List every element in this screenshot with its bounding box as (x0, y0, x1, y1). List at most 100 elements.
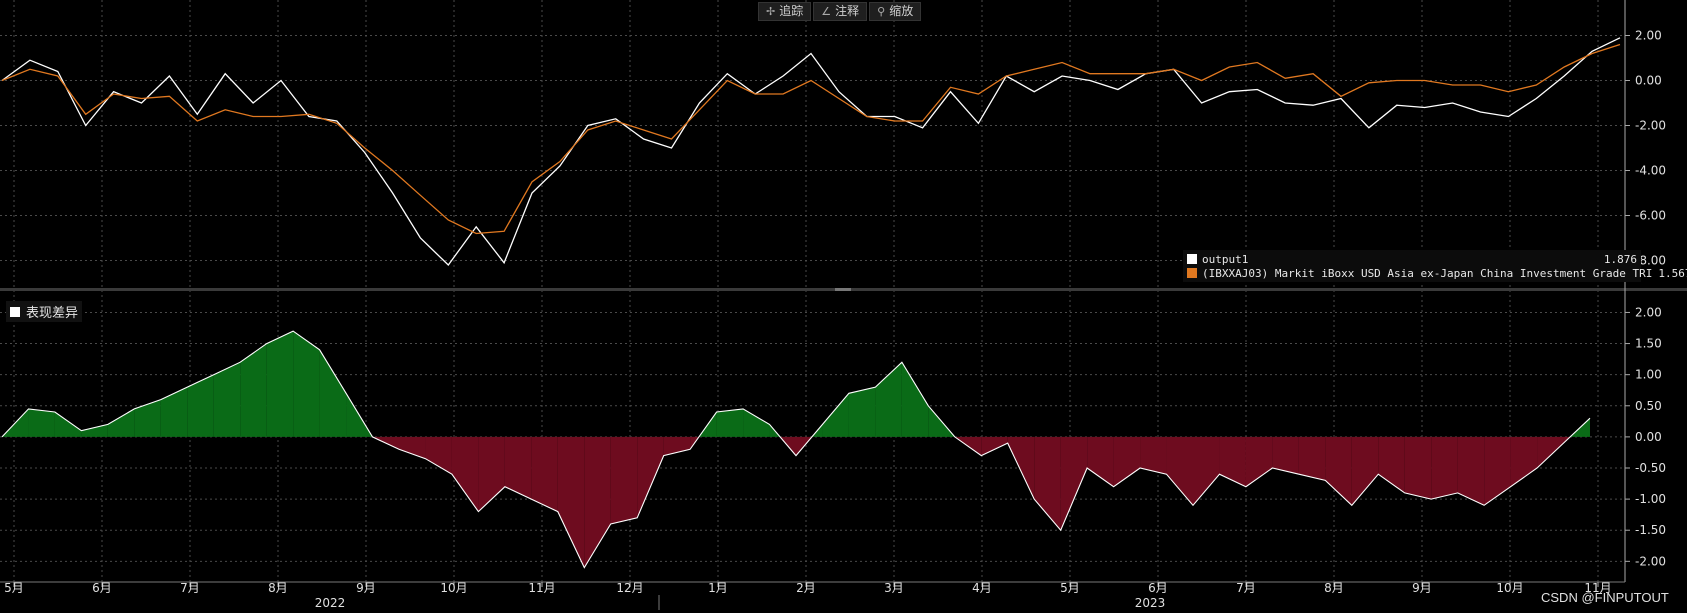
upper-y-tick-label: -4.00 (1635, 164, 1666, 178)
legend-name: (IBXXAJ03) Markit iBoxx USD Asia ex-Japa… (1202, 266, 1653, 280)
negative-area (1484, 436, 1511, 506)
lower-legend-label: 表现差异 (26, 306, 79, 321)
x-tick-label: 3月 (884, 581, 904, 595)
negative-area (1193, 436, 1220, 506)
positive-area (848, 387, 876, 437)
positive-area (187, 374, 214, 437)
positive-area (134, 399, 161, 437)
positive-area (28, 408, 55, 437)
pencil-icon: ∠ (821, 5, 832, 18)
negative-area (1431, 436, 1458, 500)
track-button[interactable]: ✢ 追踪 (758, 2, 812, 21)
negative-area (1034, 436, 1061, 531)
x-tick-label: 9月 (1412, 581, 1432, 595)
lower-y-tick-label: -1.00 (1635, 492, 1666, 506)
negative-area (1298, 436, 1326, 481)
year-label: 2022 (315, 596, 346, 610)
lower-y-tick-label: 0.00 (1635, 430, 1662, 444)
zoom-button[interactable]: ⚲ 缩放 (869, 2, 922, 21)
legend-item-output1[interactable]: output1 1.876 (1187, 252, 1637, 266)
upper-y-tick-label: 2.00 (1635, 29, 1662, 43)
lower-y-tick-label: 1.00 (1635, 368, 1662, 382)
negative-area (610, 436, 638, 524)
positive-area (822, 393, 849, 437)
negative-area (1537, 436, 1564, 468)
negative-area (1140, 436, 1167, 475)
negative-area (1404, 436, 1432, 500)
negative-area (425, 436, 452, 475)
negative-area (1351, 436, 1379, 506)
x-tick-label: 8月 (268, 581, 288, 595)
x-tick-label: 11月 (1584, 581, 1611, 595)
negative-area (478, 436, 505, 512)
negative-area (1457, 436, 1485, 506)
legend-value: 1.876 (1603, 252, 1637, 266)
x-tick-label: 8月 (1324, 581, 1344, 595)
x-tick-label: 6月 (1148, 581, 1168, 595)
x-tick-label: 9月 (356, 581, 376, 595)
negative-area (531, 436, 558, 512)
price-lines (1, 37, 1621, 266)
legend-value: 1.5673 (1658, 266, 1687, 280)
chart-toolbar: ✢ 追踪 ∠ 注释 ⚲ 缩放 (758, 2, 922, 21)
positive-area (54, 412, 82, 437)
x-tick-label: 5月 (4, 581, 24, 595)
positive-area (293, 331, 320, 437)
x-tick-label: 6月 (92, 581, 112, 595)
positive-area (240, 343, 267, 437)
legend-swatch-white (10, 306, 20, 317)
annotate-label: 注释 (835, 4, 860, 18)
positive-area (81, 424, 108, 437)
negative-area (399, 436, 426, 459)
upper-y-tick-label: 0.00 (1635, 74, 1662, 88)
upper-y-tick-label: -6.00 (1635, 209, 1666, 223)
watermark: CSDN @FINPUTOUT (1541, 590, 1669, 605)
x-tick-label: 10月 (440, 581, 467, 595)
track-label: 追踪 (779, 4, 804, 18)
legend-swatch-orange (1187, 268, 1197, 278)
positive-area (266, 331, 294, 437)
performance-difference-area (1, 330, 1591, 569)
negative-area (637, 436, 664, 518)
x-tick-label: 2月 (796, 581, 816, 595)
negative-area (1060, 436, 1088, 531)
positive-area (213, 362, 241, 437)
x-tick-label: 7月 (1236, 581, 1256, 595)
negative-area (1245, 436, 1273, 487)
year-label: 2023 (1135, 596, 1166, 610)
negative-area (1087, 436, 1114, 487)
positive-area (319, 349, 347, 437)
negative-area (451, 436, 479, 512)
negative-area (1007, 436, 1035, 500)
upper-y-tick-label: -8.00 (1635, 254, 1666, 268)
annotate-button[interactable]: ∠ 注释 (813, 2, 868, 21)
negative-area (1272, 436, 1299, 475)
negative-area (1166, 436, 1193, 506)
positive-area (901, 362, 929, 437)
x-tick-label: 4月 (972, 581, 992, 595)
negative-area (981, 436, 1008, 456)
lower-y-tick-label: 2.00 (1635, 305, 1662, 319)
negative-area (1219, 436, 1246, 487)
positive-area (716, 408, 744, 437)
magnifier-icon: ⚲ (877, 5, 886, 18)
lower-y-tick-label: 1.50 (1635, 337, 1662, 351)
positive-area (875, 362, 902, 437)
positive-area (743, 408, 770, 437)
lower-legend[interactable]: 表现差异 (6, 301, 83, 322)
crosshair-icon: ✢ (766, 5, 776, 18)
lower-y-tick-label: -0.50 (1635, 461, 1666, 475)
series-line-iboxx (1, 43, 1621, 235)
difference-line (1, 330, 1591, 569)
negative-area (504, 436, 532, 500)
legend-item-iboxx[interactable]: (IBXXAJ03) Markit iBoxx USD Asia ex-Japa… (1187, 266, 1687, 280)
negative-area (1378, 436, 1405, 493)
lower-y-tick-label: -2.00 (1635, 554, 1666, 568)
upper-legend: output1 1.876 (IBXXAJ03) Markit iBoxx US… (1183, 250, 1687, 282)
x-tick-label: 10月 (1496, 581, 1523, 595)
legend-name: output1 (1202, 252, 1249, 266)
negative-area (1325, 436, 1352, 506)
panel-resize-handle (835, 288, 851, 291)
